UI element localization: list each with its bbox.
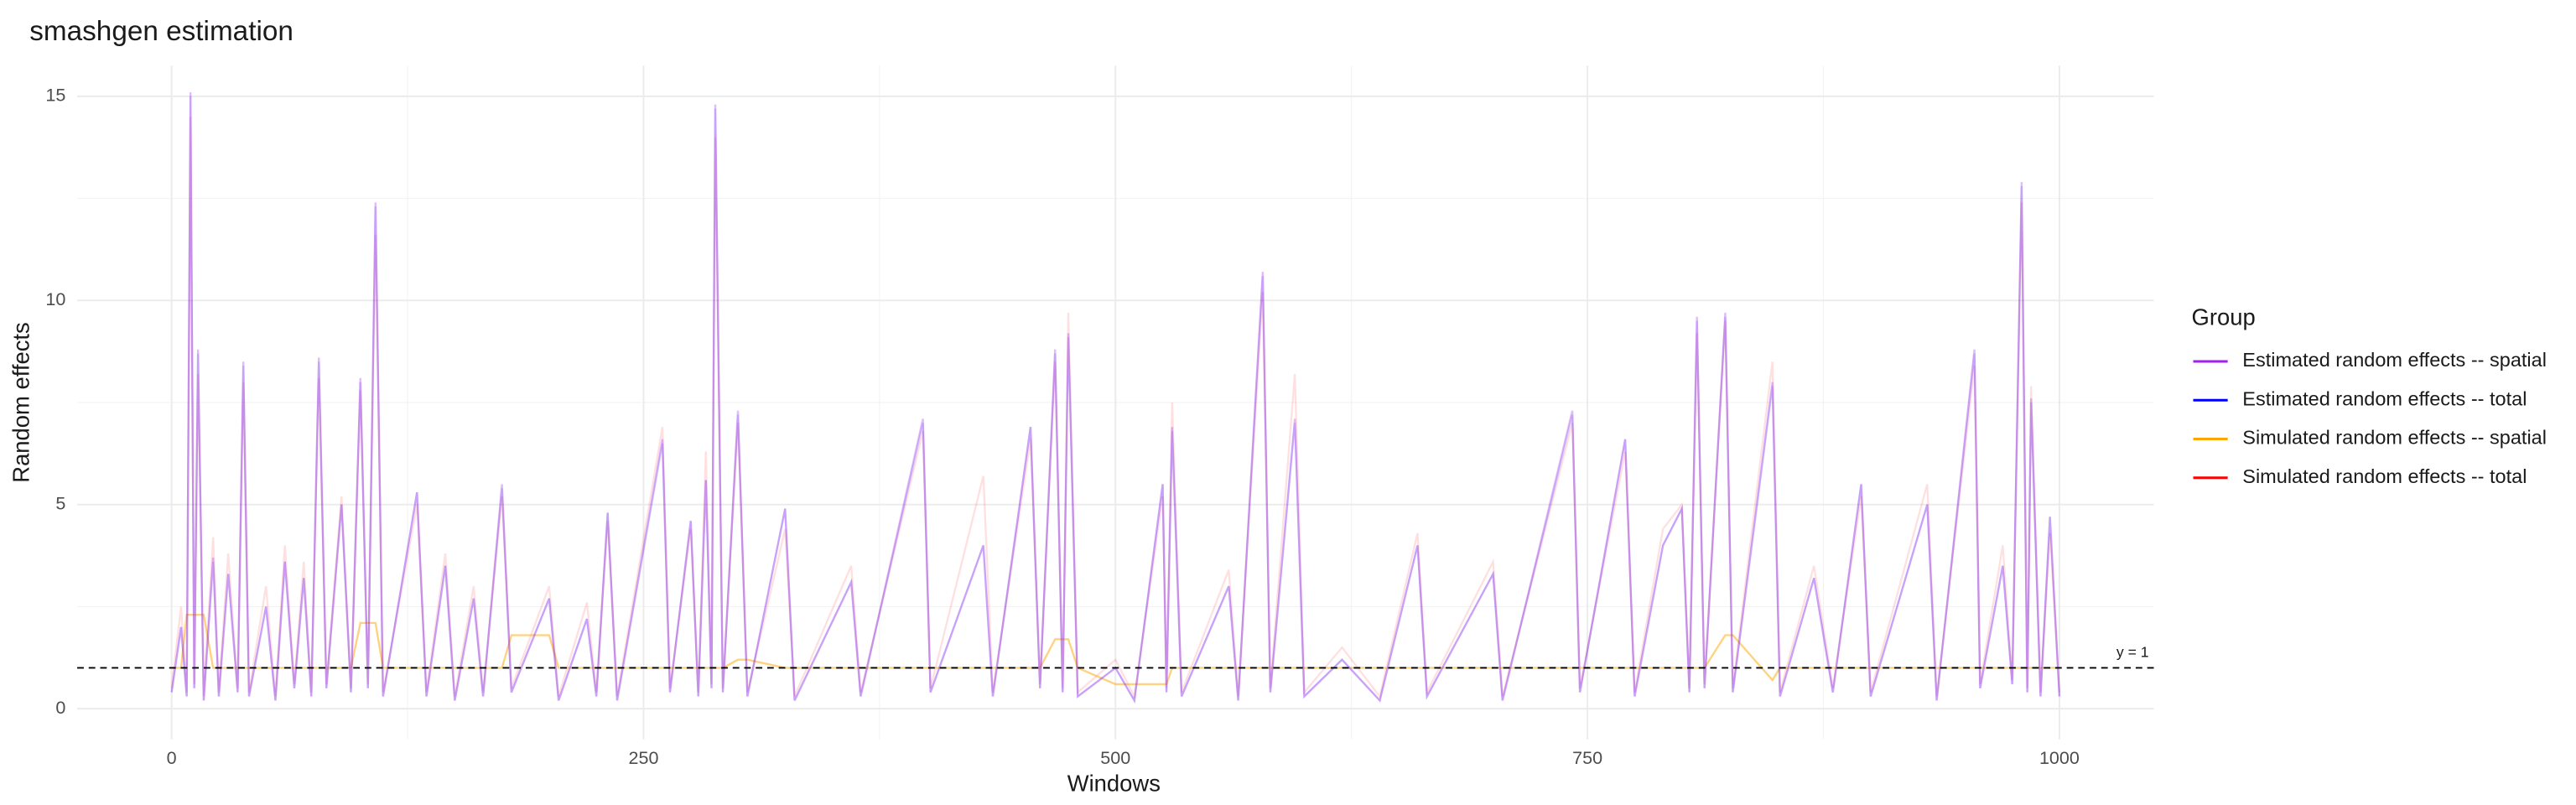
y-tick-label: 10	[45, 288, 65, 309]
grid	[77, 65, 2154, 740]
plot-lines	[170, 92, 2061, 704]
chart-title: smashgen estimation	[29, 16, 293, 47]
y-tick-label: 0	[55, 697, 65, 718]
x-tick-label: 500	[1100, 747, 1130, 768]
y-tick-label: 15	[45, 85, 65, 106]
legend: Estimated random effects -- spatial Estim…	[2193, 349, 2547, 487]
series-line	[170, 117, 2061, 700]
x-tick-label: 250	[628, 747, 658, 768]
series-line	[170, 96, 2061, 704]
x-axis-label: Windows	[1067, 771, 1161, 797]
x-tick-label: 0	[167, 747, 177, 768]
legend-label: Estimated random effects -- total	[2242, 387, 2527, 409]
x-tick-label: 750	[1572, 747, 1602, 768]
reference-label: y = 1	[2116, 643, 2149, 660]
x-tick-label: 1000	[2039, 747, 2080, 768]
legend-title: Group	[2192, 304, 2256, 330]
y-tick-label: 5	[55, 492, 65, 513]
legend-label: Simulated random effects -- total	[2242, 465, 2527, 487]
series-line	[170, 92, 2061, 704]
legend-label: Simulated random effects -- spatial	[2242, 427, 2547, 449]
legend-label: Estimated random effects -- spatial	[2242, 349, 2547, 371]
series-line	[171, 613, 2059, 686]
y-axis-label: Random effects	[8, 322, 34, 482]
